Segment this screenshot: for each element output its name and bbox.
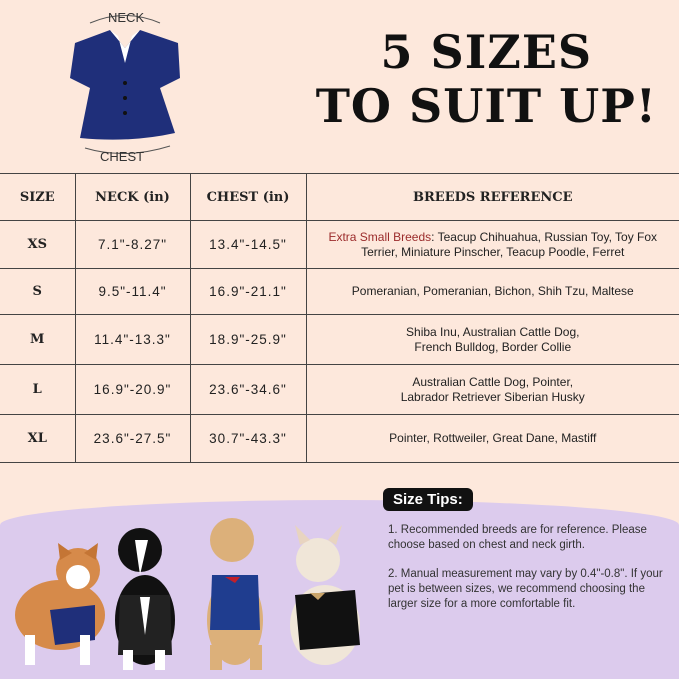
- header-chest: CHEST (in): [189, 173, 307, 221]
- neck-cell: 16.9"-20.9": [74, 364, 191, 415]
- chest-cell: 13.4"-14.5": [189, 220, 307, 269]
- size-tips-heading: Size Tips:: [383, 488, 473, 511]
- neck-cell: 11.4"-13.3": [74, 314, 191, 365]
- chest-label: CHEST: [100, 149, 145, 164]
- neck-label: NECK: [108, 10, 145, 25]
- size-chart-table: SIZE NECK (in) CHEST (in) BREEDS REFEREN…: [0, 173, 679, 463]
- size-cell: M: [0, 314, 76, 365]
- breeds-cell: Pointer, Rottweiler, Great Dane, Mastiff: [305, 414, 679, 463]
- table-row: M 11.4"-13.3" 18.9"-25.9" Shiba Inu, Aus…: [0, 314, 679, 365]
- chest-cell: 30.7"-43.3": [189, 414, 307, 463]
- headline: 5 SIZES TO SUIT UP!: [316, 25, 657, 133]
- size-cell: XL: [0, 414, 76, 463]
- dogs-photo: [15, 518, 360, 670]
- neck-cell: 23.6"-27.5": [74, 414, 191, 463]
- size-tips-list: 1. Recommended breeds are for reference.…: [388, 523, 673, 626]
- breeds-cell: Shiba Inu, Australian Cattle Dog, French…: [305, 314, 679, 365]
- header-neck: NECK (in): [74, 173, 191, 221]
- french-bulldog-image: [290, 525, 360, 665]
- size-cell: XS: [0, 220, 76, 269]
- breeds-prefix: Extra Small Breeds: [328, 229, 432, 244]
- breeds-cell: Australian Cattle Dog, Pointer, Labrador…: [305, 364, 679, 415]
- neck-cell: 9.5"-11.4": [74, 268, 191, 315]
- size-cell: S: [0, 268, 76, 315]
- border-collie-image: [115, 528, 175, 670]
- tuxedo-vest-diagram: [70, 15, 180, 154]
- table-row: XL 23.6"-27.5" 30.7"-43.3" Pointer, Rott…: [0, 414, 679, 463]
- table-row: S 9.5"-11.4" 16.9"-21.1" Pomeranian, Pom…: [0, 268, 679, 315]
- chest-cell: 23.6"-34.6": [189, 364, 307, 415]
- header-breeds: BREEDS REFERENCE: [305, 173, 679, 221]
- tip-item: 2. Manual measurement may vary by 0.4"-0…: [388, 568, 663, 610]
- table-row: XS 7.1"-8.27" 13.4"-14.5" Extra Small Br…: [0, 220, 679, 269]
- breeds-cell: Pomeranian, Pomeranian, Bichon, Shih Tzu…: [305, 268, 679, 315]
- breeds-cell: Extra Small Breeds: Teacup Chihuahua, Ru…: [305, 220, 679, 269]
- neck-cell: 7.1"-8.27": [74, 220, 191, 269]
- table-row: L 16.9"-20.9" 23.6"-34.6" Australian Cat…: [0, 364, 679, 415]
- table-header-row: SIZE NECK (in) CHEST (in) BREEDS REFEREN…: [0, 173, 679, 221]
- labrador-image: [207, 518, 263, 670]
- header-size: SIZE: [0, 173, 76, 221]
- chest-cell: 16.9"-21.1": [189, 268, 307, 315]
- size-cell: L: [0, 364, 76, 415]
- tip-item: 1. Recommended breeds are for reference.…: [388, 524, 647, 551]
- headline-line-2: TO SUIT UP!: [315, 79, 657, 133]
- chest-cell: 18.9"-25.9": [189, 314, 307, 365]
- corgi-image: [15, 543, 105, 665]
- headline-line-1: 5 SIZES: [380, 25, 593, 79]
- breeds-text: : Teacup Chihuahua, Russian Toy, Toy Fox…: [361, 229, 658, 259]
